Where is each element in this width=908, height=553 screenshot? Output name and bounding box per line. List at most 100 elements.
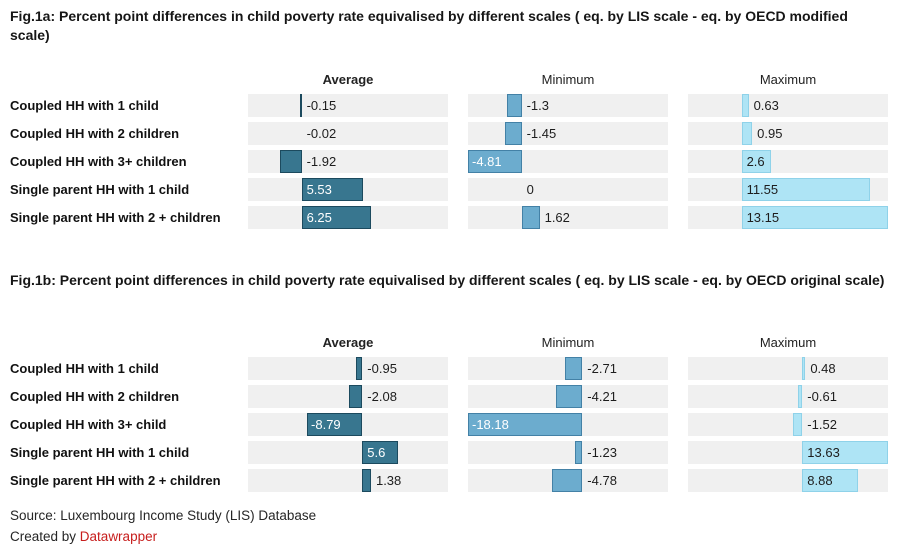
value-label: -4.21 xyxy=(587,389,617,404)
fig1a-title: Fig.1a: Percent point differences in chi… xyxy=(10,8,848,43)
value-label: 1.62 xyxy=(544,210,570,225)
value-label: -18.18 xyxy=(472,417,509,432)
value-label: 5.6 xyxy=(367,445,386,460)
value-label: 0.95 xyxy=(757,126,783,141)
value-label: 1.38 xyxy=(375,473,402,488)
datawrapper-link[interactable]: Datawrapper xyxy=(79,529,158,544)
value-label: 0.63 xyxy=(753,98,779,113)
value-label: -1.52 xyxy=(807,417,837,432)
bar-track: -2.08 xyxy=(248,385,448,408)
bar-track: -0.95 xyxy=(248,357,448,380)
column-header-row: Average Minimum Maximum xyxy=(10,70,888,89)
bar-track: -4.21 xyxy=(468,385,668,408)
bar-track: 0.48 xyxy=(688,357,888,380)
bar xyxy=(468,413,583,436)
value-label: -0.95 xyxy=(367,361,397,376)
bar xyxy=(356,357,363,380)
bar xyxy=(349,385,363,408)
row-label: Single parent HH with 2 + children xyxy=(10,473,221,488)
bar xyxy=(307,413,363,436)
value-label: 0.48 xyxy=(810,361,836,376)
bar xyxy=(280,150,302,173)
table-row: Single parent HH with 2 + children 6.25 1.… xyxy=(10,206,888,229)
bar xyxy=(565,357,583,380)
column-header-average: Average xyxy=(322,335,374,350)
value-label: 0 xyxy=(526,182,534,197)
bar-track: 1.38 xyxy=(248,469,448,492)
bar-track: -2.71 xyxy=(468,357,668,380)
table-row: Coupled HH with 2 children -2.08 -4.21 -0.6… xyxy=(10,385,888,408)
table-row: Single parent HH with 1 child 5.6 -1.23 13.… xyxy=(10,441,888,464)
bar-track: 0.95 xyxy=(688,122,888,145)
fig1b-bar-table: Average Minimum Maximum Coupled HH with 1 c… xyxy=(10,333,888,492)
value-label: -1.92 xyxy=(306,154,337,169)
byline: Created by Datawrapper xyxy=(10,527,157,546)
bar xyxy=(798,385,803,408)
table-row: Coupled HH with 1 child -0.95 -2.71 0.48 xyxy=(10,357,888,380)
bar-track: -18.18 xyxy=(468,413,668,436)
row-label: Coupled HH with 1 child xyxy=(10,98,159,113)
bar xyxy=(802,441,888,464)
bar-track: -1.92 xyxy=(248,150,448,173)
bar-track: -1.45 xyxy=(468,122,668,145)
value-label: 11.55 xyxy=(746,182,779,197)
bar-track: 0.63 xyxy=(688,94,888,117)
row-label: Single parent HH with 2 + children xyxy=(10,210,221,225)
value-label: -1.45 xyxy=(526,126,557,141)
row-label: Coupled HH with 3+ children xyxy=(10,154,187,169)
value-label: 8.88 xyxy=(807,473,833,488)
column-header-maximum: Maximum xyxy=(759,335,817,350)
value-label: -0.61 xyxy=(807,389,837,404)
bar xyxy=(741,94,749,117)
bar-track: 0 xyxy=(468,178,668,201)
bar-track: -0.61 xyxy=(688,385,888,408)
bar xyxy=(301,206,372,229)
column-header-minimum: Minimum xyxy=(541,335,595,350)
value-label: 13.15 xyxy=(746,210,780,225)
bar-track: 5.6 xyxy=(248,441,448,464)
bar xyxy=(505,122,522,145)
bar xyxy=(555,385,583,408)
row-label: Single parent HH with 1 child xyxy=(10,445,190,460)
value-label: -0.02 xyxy=(306,126,337,141)
bar xyxy=(299,94,302,117)
value-label: -0.15 xyxy=(306,98,337,113)
table-row: Coupled HH with 2 children -0.02 -1.45 0.95 xyxy=(10,122,888,145)
created-by-text: Created by xyxy=(10,529,80,544)
bar xyxy=(741,178,871,201)
row-label-spacer xyxy=(10,70,228,89)
row-label: Coupled HH with 3+ child xyxy=(10,417,167,432)
table-row: Coupled HH with 3+ child -8.79 -18.18 -1.52 xyxy=(10,413,888,436)
value-label: -4.78 xyxy=(587,473,617,488)
bar xyxy=(802,469,859,492)
column-header-average: Average xyxy=(322,72,374,87)
bar xyxy=(792,413,803,436)
bar-track: 11.55 xyxy=(688,178,888,201)
bar-track: -0.02 xyxy=(248,122,448,145)
bar-track: -0.15 xyxy=(248,94,448,117)
bar xyxy=(362,441,398,464)
column-header-row: Average Minimum Maximum xyxy=(10,333,888,352)
value-label: -2.08 xyxy=(367,389,397,404)
table-row: Coupled HH with 1 child -0.15 -1.3 0.63 xyxy=(10,94,888,117)
bar xyxy=(802,357,806,380)
value-label: 6.25 xyxy=(306,210,332,225)
bar xyxy=(741,206,888,229)
value-label: 5.53 xyxy=(306,182,332,197)
value-label: -2.71 xyxy=(587,361,617,376)
fig1a-bar-table: Average Minimum Maximum Coupled HH with 1 c… xyxy=(10,70,888,229)
bar xyxy=(507,94,522,117)
value-label: -1.3 xyxy=(526,98,549,113)
bar xyxy=(552,469,583,492)
bar-track: 8.88 xyxy=(688,469,888,492)
row-label: Single parent HH with 1 child xyxy=(10,182,190,197)
value-label: -1.23 xyxy=(587,445,617,460)
bar-track: -1.52 xyxy=(688,413,888,436)
bar-track: -4.81 xyxy=(468,150,668,173)
bar xyxy=(301,178,364,201)
table-row: Single parent HH with 1 child 5.53 0 11.55 xyxy=(10,178,888,201)
bar-track: 5.53 xyxy=(248,178,448,201)
value-label: 2.6 xyxy=(746,154,765,169)
row-label-spacer xyxy=(10,333,228,352)
